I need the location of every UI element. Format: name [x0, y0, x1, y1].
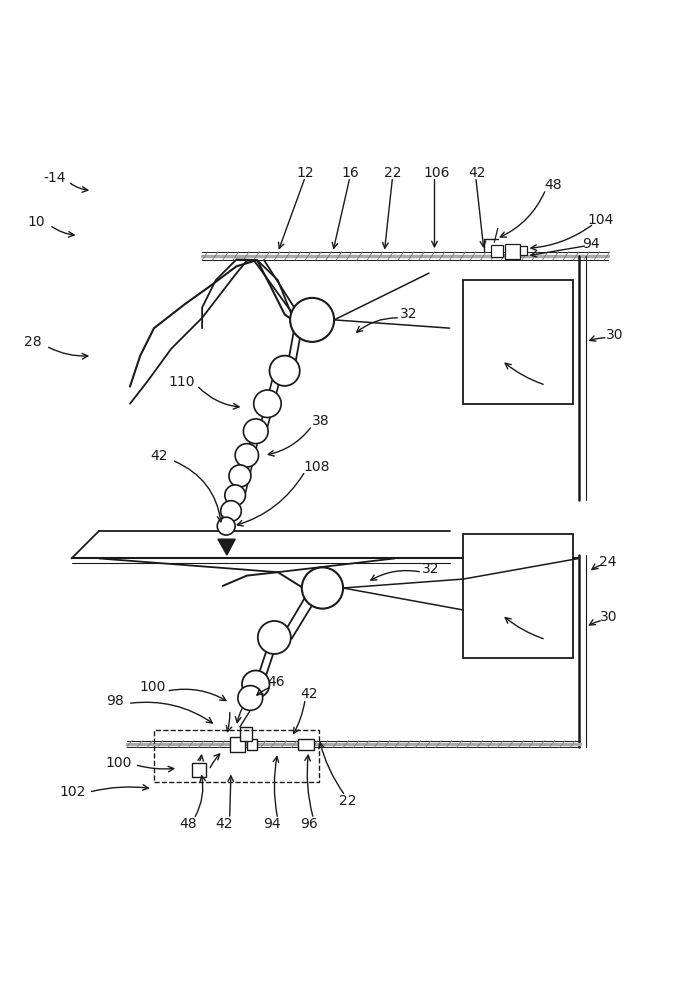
Text: 12: 12	[297, 166, 314, 180]
Bar	[505, 244, 520, 259]
Circle shape	[242, 670, 270, 698]
Text: 10: 10	[27, 215, 44, 229]
Circle shape	[302, 567, 343, 609]
Circle shape	[218, 517, 235, 535]
Text: 48: 48	[179, 817, 198, 831]
Text: 100: 100	[105, 756, 132, 770]
Text: 104: 104	[588, 213, 614, 227]
Text: 32: 32	[421, 562, 439, 576]
Text: 32: 32	[400, 307, 417, 321]
Text: 100: 100	[139, 680, 166, 694]
Text: 94: 94	[263, 817, 281, 831]
Bar	[247, 739, 257, 750]
Text: 110: 110	[168, 375, 195, 389]
Bar	[229, 737, 245, 752]
Circle shape	[238, 686, 263, 710]
Circle shape	[243, 419, 268, 444]
Polygon shape	[218, 539, 235, 555]
Text: 42: 42	[151, 449, 168, 463]
Text: 42: 42	[300, 687, 317, 701]
Circle shape	[235, 444, 258, 467]
Text: 42: 42	[468, 166, 486, 180]
Bar	[464, 280, 573, 404]
Text: 30: 30	[606, 328, 623, 342]
Text: 48: 48	[544, 178, 561, 192]
Bar	[240, 727, 252, 741]
Text: 42: 42	[216, 817, 233, 831]
Text: 38: 38	[312, 414, 329, 428]
Circle shape	[258, 621, 291, 654]
Circle shape	[225, 485, 245, 505]
Text: 22: 22	[339, 794, 357, 808]
Circle shape	[254, 390, 281, 418]
Circle shape	[290, 298, 334, 342]
Text: 24: 24	[599, 555, 617, 569]
Text: 108: 108	[303, 460, 329, 474]
Text: 98: 98	[106, 694, 124, 708]
Circle shape	[220, 501, 241, 521]
Circle shape	[270, 356, 300, 386]
Bar	[192, 763, 206, 777]
Bar	[154, 730, 319, 782]
Circle shape	[229, 465, 251, 487]
Bar	[491, 245, 503, 257]
Text: 106: 106	[423, 166, 450, 180]
Bar	[464, 534, 573, 658]
Text: 102: 102	[60, 785, 86, 799]
Text: 16: 16	[341, 166, 359, 180]
Text: -14: -14	[43, 171, 66, 185]
Text: 30: 30	[600, 610, 618, 624]
Bar	[520, 246, 527, 255]
Text: 28: 28	[24, 335, 41, 349]
Bar	[299, 739, 313, 750]
Text: 96: 96	[300, 817, 317, 831]
Text: 94: 94	[582, 237, 600, 251]
Text: 46: 46	[267, 675, 286, 689]
Text: 22: 22	[384, 166, 401, 180]
